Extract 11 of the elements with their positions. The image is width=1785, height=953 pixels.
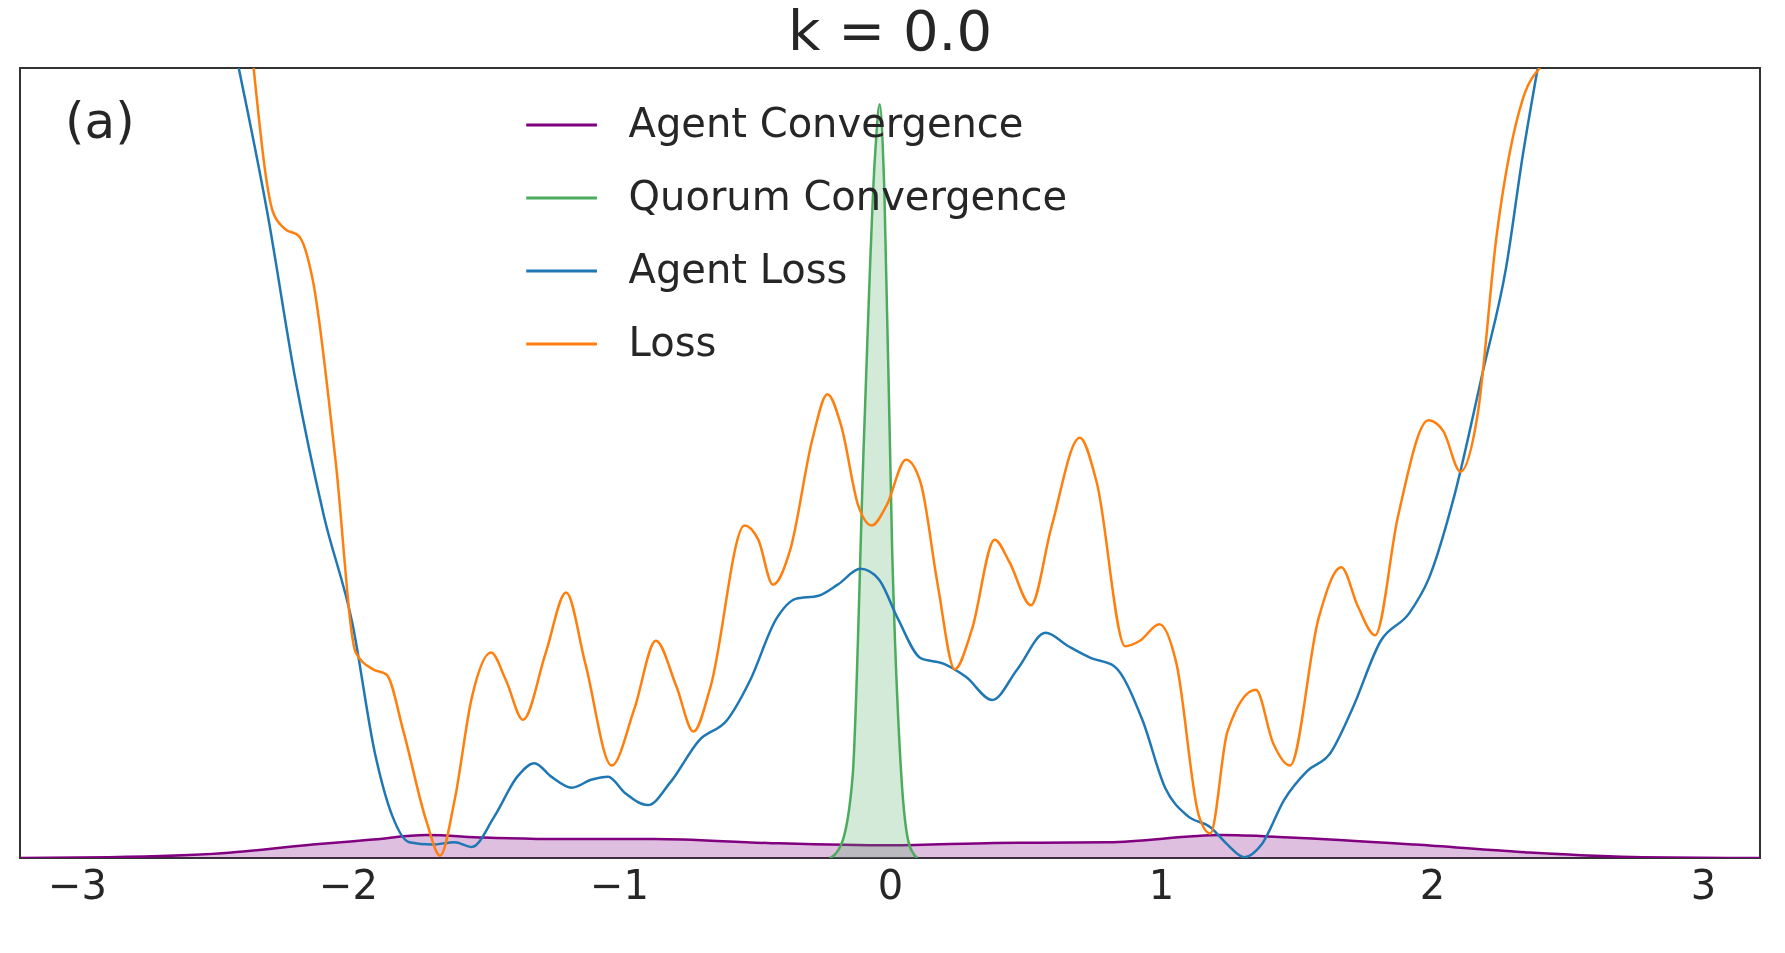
x-tick-label: 0 [877,861,904,908]
chart-title: k = 0.0 [787,0,993,63]
legend-label: Agent Loss [628,246,848,292]
x-tick-label: 2 [1419,861,1446,908]
x-tick-label: 3 [1690,861,1717,908]
x-tick-label: −1 [589,861,649,908]
x-tick-label: −2 [318,861,378,908]
x-tick-label: −3 [47,861,107,908]
annotation: (a) [65,92,135,150]
legend-label: Loss [628,319,717,365]
x-tick-label: 1 [1148,861,1175,908]
